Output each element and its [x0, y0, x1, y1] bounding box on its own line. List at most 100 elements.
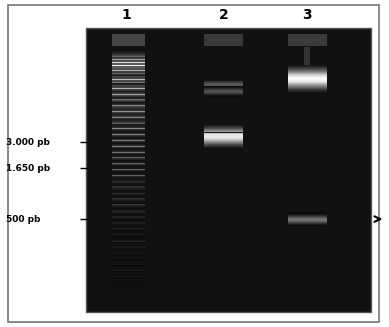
Bar	[112, 71, 145, 72]
Bar	[204, 129, 243, 130]
Bar	[112, 52, 145, 53]
Bar	[112, 152, 145, 154]
Bar	[112, 64, 145, 65]
Bar	[112, 106, 145, 108]
Bar	[288, 74, 327, 75]
Bar	[204, 139, 243, 140]
Bar	[112, 199, 145, 201]
Bar	[288, 70, 327, 71]
Bar	[112, 187, 145, 189]
Bar	[112, 228, 145, 230]
Bar	[288, 80, 327, 81]
Bar	[204, 34, 243, 45]
Bar	[112, 219, 145, 221]
Bar	[288, 75, 327, 76]
Bar	[112, 271, 145, 273]
Bar	[112, 57, 145, 59]
Bar	[112, 167, 145, 169]
Bar	[112, 176, 145, 178]
Bar	[288, 34, 327, 45]
Bar	[112, 173, 145, 175]
Bar	[112, 92, 145, 94]
Bar	[204, 140, 243, 141]
Bar	[204, 144, 243, 145]
Bar	[112, 239, 145, 241]
Bar	[204, 131, 243, 132]
Bar	[288, 65, 327, 66]
Bar	[112, 147, 145, 149]
Bar	[112, 129, 145, 131]
Bar	[112, 67, 145, 68]
Bar	[112, 70, 145, 71]
Bar	[112, 266, 145, 267]
Bar	[112, 251, 145, 253]
Bar	[288, 66, 327, 67]
Bar	[288, 67, 327, 68]
Bar	[112, 231, 145, 233]
Bar	[112, 73, 145, 74]
Bar	[112, 89, 145, 91]
Bar	[112, 68, 145, 70]
Bar	[112, 127, 145, 129]
Bar	[112, 65, 145, 66]
Text: 3.000 pb: 3.000 pb	[6, 138, 50, 147]
Bar	[112, 115, 145, 117]
Bar	[112, 222, 145, 224]
Text: 3: 3	[303, 8, 312, 22]
Bar	[112, 121, 145, 123]
Bar	[112, 205, 145, 207]
Bar	[112, 112, 145, 114]
Bar	[288, 79, 327, 80]
Bar	[112, 61, 145, 62]
Bar	[112, 58, 145, 59]
Bar	[204, 133, 243, 134]
Bar	[112, 283, 145, 285]
Bar	[112, 77, 145, 78]
Bar	[204, 125, 243, 126]
Text: 2: 2	[219, 8, 229, 22]
Bar	[112, 181, 145, 183]
Bar	[112, 190, 145, 192]
Bar	[112, 76, 145, 77]
Bar	[288, 78, 327, 79]
Bar	[112, 78, 145, 79]
Bar	[288, 86, 327, 87]
Bar	[112, 124, 145, 126]
Bar	[204, 142, 243, 143]
Bar	[112, 109, 145, 111]
Bar	[112, 62, 145, 63]
Bar	[288, 85, 327, 86]
Bar	[112, 118, 145, 120]
Bar	[204, 132, 243, 133]
Bar	[204, 145, 243, 146]
Bar	[288, 84, 327, 85]
Bar	[112, 77, 145, 79]
Bar	[112, 144, 145, 146]
Bar	[204, 128, 243, 129]
Bar	[288, 88, 327, 89]
Bar	[288, 90, 327, 91]
Bar	[112, 286, 145, 288]
Bar	[112, 60, 145, 61]
Bar	[288, 72, 327, 73]
Bar	[112, 170, 145, 172]
Bar	[288, 83, 327, 84]
Bar	[112, 277, 145, 279]
Text: 1: 1	[121, 8, 131, 22]
Bar	[112, 257, 145, 259]
Bar	[112, 54, 145, 55]
Bar	[112, 164, 145, 166]
Bar	[112, 132, 145, 134]
Bar	[288, 89, 327, 90]
Bar	[204, 135, 243, 136]
Bar	[112, 66, 145, 68]
Bar	[112, 150, 145, 152]
Bar	[112, 234, 145, 236]
Bar	[112, 193, 145, 195]
Bar	[112, 208, 145, 210]
Bar	[112, 74, 145, 75]
Bar	[288, 71, 327, 72]
Bar	[112, 274, 145, 276]
Bar	[112, 51, 145, 52]
Bar	[204, 126, 243, 127]
